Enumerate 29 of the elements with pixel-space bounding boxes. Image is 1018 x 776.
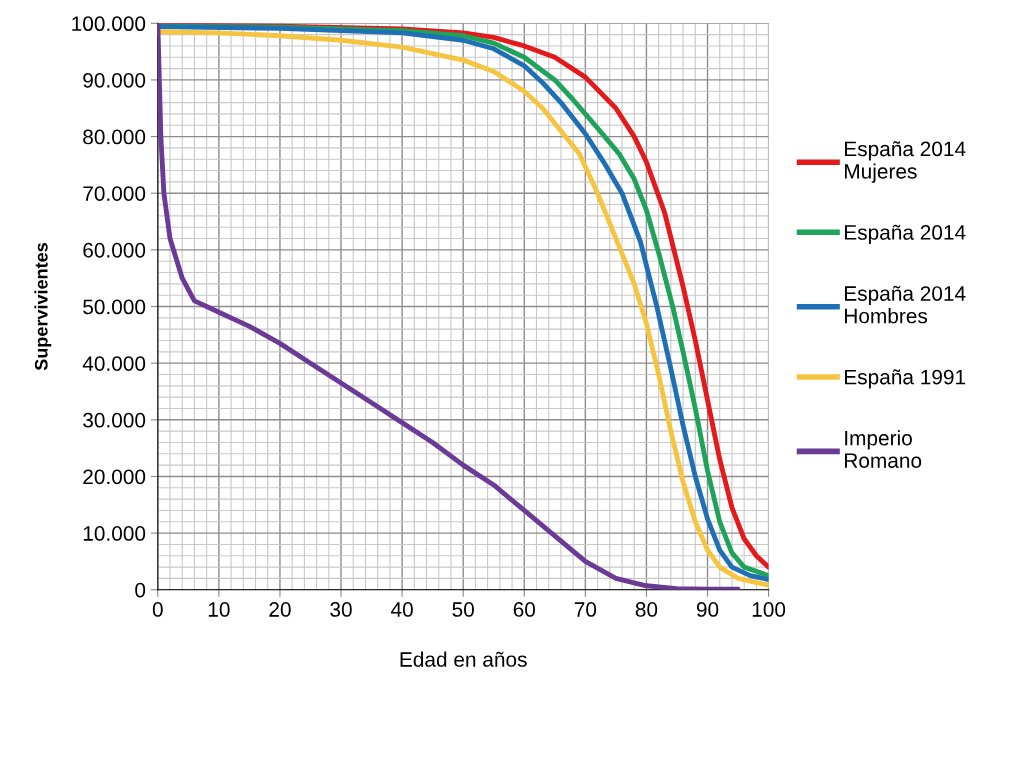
x-tick-label: 20 — [269, 602, 291, 617]
x-tick-label: 100 — [752, 602, 786, 617]
x-tick-label: 60 — [513, 602, 536, 617]
x-axis-title: Edad en años — [400, 651, 527, 667]
x-tick-label: 0 — [152, 602, 163, 617]
legend-label: España 2014 — [845, 224, 966, 244]
x-tick-label: 10 — [208, 602, 230, 617]
x-tick-label: 70 — [574, 602, 597, 617]
y-tick-label: 10.000 — [83, 526, 146, 541]
x-tick-label: 50 — [452, 602, 474, 617]
y-tick-label: 30.000 — [83, 412, 146, 428]
legend-label: Imperio Romano — [845, 430, 922, 468]
y-tick-label: 80.000 — [83, 129, 146, 145]
y-tick-label: 40.000 — [82, 356, 146, 371]
y-tick-label: 50.000 — [83, 299, 146, 315]
y-tick-label: 0 — [135, 582, 146, 598]
y-tick-label: 60.000 — [83, 242, 146, 258]
x-tick-label: 30 — [330, 602, 352, 617]
y-tick-label: 70.000 — [83, 186, 146, 201]
x-tick-label: 90 — [696, 602, 719, 617]
legend-label: España 1991 — [845, 369, 966, 389]
y-axis-title: Supervivientes — [34, 243, 52, 371]
y-tick-label: 100.000 — [72, 16, 146, 32]
legend-label: España 2014 Hombres — [845, 285, 966, 324]
x-tick-label: 80 — [635, 602, 658, 617]
y-tick-label: 90.000 — [83, 72, 146, 88]
legend-label: España 2014 Mujeres — [845, 141, 966, 183]
x-tick-label: 40 — [391, 602, 413, 617]
y-tick-label: 20.000 — [83, 469, 146, 485]
